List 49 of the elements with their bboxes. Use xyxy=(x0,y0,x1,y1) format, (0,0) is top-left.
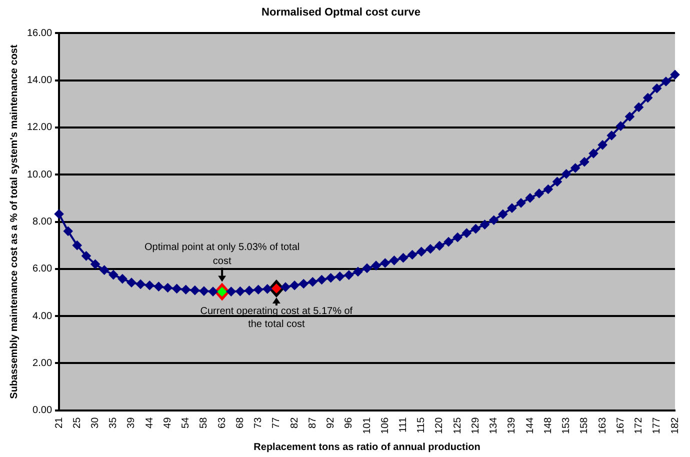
x-tick-label: 101 xyxy=(362,416,373,434)
x-tick-label: 144 xyxy=(524,416,536,434)
x-tick-label: 182 xyxy=(670,416,681,434)
x-tick-label: 39 xyxy=(126,416,138,428)
x-tick-label: 153 xyxy=(561,416,572,434)
annotation: Optimal point at only 5.03% of total cost xyxy=(144,242,300,267)
x-tick-label: 44 xyxy=(144,416,156,428)
x-tick-label: 77 xyxy=(271,416,282,428)
x-axis-title: Replacement tons as ratio of annual production xyxy=(254,442,480,453)
x-tick-label: 87 xyxy=(307,416,318,428)
x-tick-label: 158 xyxy=(579,416,590,434)
x-tick-label: 177 xyxy=(652,416,663,434)
chart-title: Normalised Optmal cost curve xyxy=(262,6,420,19)
x-tick-label: 73 xyxy=(253,416,264,428)
y-tick-label: 12.00 xyxy=(26,122,52,134)
y-tick-label: 14.00 xyxy=(26,75,52,86)
x-tick-label: 172 xyxy=(634,416,645,434)
x-tick-label: 148 xyxy=(542,416,554,434)
x-tick-label: 163 xyxy=(597,416,608,434)
y-tick-label: 0.00 xyxy=(32,405,52,416)
x-tick-label: 54 xyxy=(180,416,192,428)
x-tick-label: 68 xyxy=(234,416,246,428)
x-tick-label: 106 xyxy=(380,416,391,434)
y-tick-label: 8.00 xyxy=(32,216,52,228)
x-tick-label: 63 xyxy=(216,416,228,428)
x-tick-label: 25 xyxy=(72,416,83,428)
x-tick-label: 125 xyxy=(452,416,464,434)
y-tick-label: 16.00 xyxy=(26,28,52,39)
x-tick-label: 120 xyxy=(434,416,446,434)
x-tick-label: 134 xyxy=(488,416,500,434)
x-tick-label: 49 xyxy=(162,416,174,428)
x-tick-label: 58 xyxy=(198,416,210,428)
x-tick-label: 92 xyxy=(326,416,337,428)
x-tick-label: 129 xyxy=(470,416,482,434)
x-tick-label: 111 xyxy=(398,416,409,433)
y-tick-label: 2.00 xyxy=(32,358,52,369)
x-tick-label: 167 xyxy=(615,416,626,434)
x-tick-label: 35 xyxy=(108,416,120,428)
y-axis-title: Subassembly maintenance cost as a % of total system's maintenance cost xyxy=(8,44,20,399)
y-tick-label: 10.00 xyxy=(26,169,52,180)
y-tick-label: 6.00 xyxy=(32,264,52,275)
x-tick-label: 82 xyxy=(289,416,300,428)
x-tick-label: 139 xyxy=(506,416,518,434)
x-tick-label: 115 xyxy=(416,416,428,434)
x-tick-label: 21 xyxy=(54,416,65,428)
x-tick-label: 30 xyxy=(90,416,102,428)
annotation: Current operating cost at 5.17% of the total cost xyxy=(200,306,353,330)
x-tick-label: 96 xyxy=(344,416,355,428)
y-tick-label: 4.00 xyxy=(32,310,52,322)
